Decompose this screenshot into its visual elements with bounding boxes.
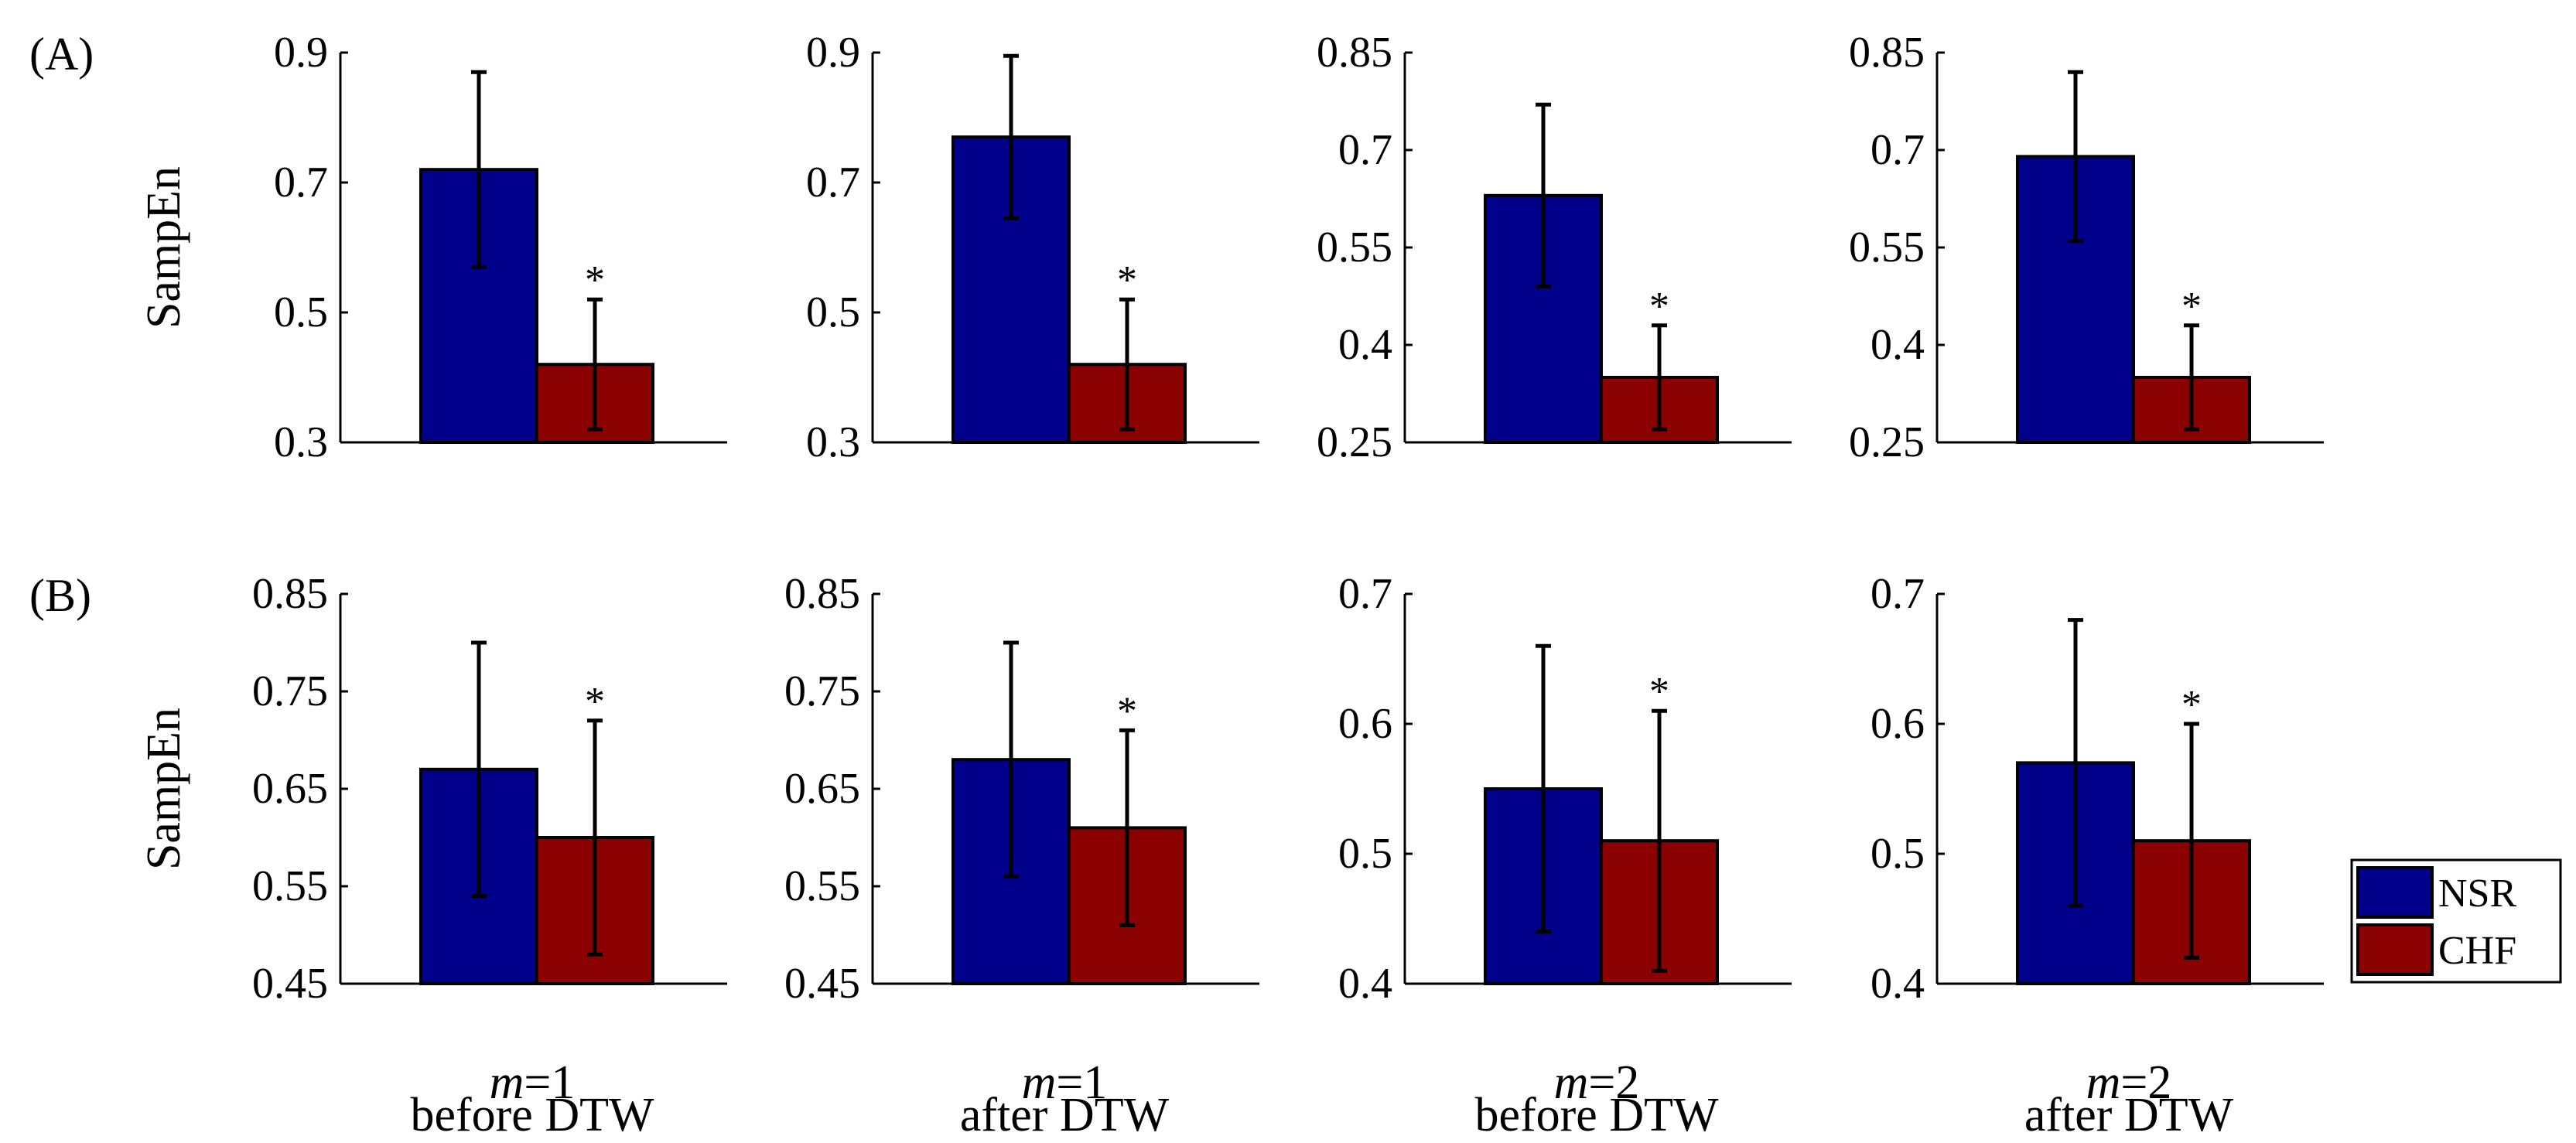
ytick-label-rb-c1-2: 0.65 xyxy=(784,765,860,813)
ytick-label-rb-c3-2: 0.6 xyxy=(1871,700,1925,748)
xlabel-col1-line2: after DTW xyxy=(960,1089,1170,1139)
significance-star-ra-c0: * xyxy=(585,258,605,302)
ytick-label-ra-c2-3: 0.7 xyxy=(1338,126,1392,174)
ytick-label-ra-c0-3: 0.9 xyxy=(274,29,328,77)
ytick-label-rb-c1-0: 0.45 xyxy=(784,960,860,1008)
ytick-label-ra-c0-0: 0.3 xyxy=(274,418,328,466)
ytick-label-rb-c1-3: 0.75 xyxy=(784,667,860,715)
xlabel-col3-line1: m=2 xyxy=(2086,1056,2172,1109)
panel-label-a: (A) xyxy=(29,29,94,80)
ytick-label-ra-c3-0: 0.25 xyxy=(1849,418,1925,466)
ytick-label-ra-c2-4: 0.85 xyxy=(1317,29,1392,77)
ylabel-rb-c0: SampEn xyxy=(138,708,190,870)
ytick-label-rb-c1-1: 0.55 xyxy=(784,862,860,910)
ylabel-ra-c0: SampEn xyxy=(138,166,190,329)
ytick-label-ra-c3-3: 0.7 xyxy=(1871,126,1925,174)
significance-star-rb-c1: * xyxy=(1117,689,1137,733)
ytick-label-rb-c3-3: 0.7 xyxy=(1871,570,1925,618)
significance-star-ra-c3: * xyxy=(2181,285,2202,329)
ytick-label-rb-c0-0: 0.45 xyxy=(252,960,328,1008)
ytick-label-ra-c0-2: 0.7 xyxy=(274,159,328,206)
significance-star-ra-c2: * xyxy=(1649,285,1669,329)
panel-label-b: (B) xyxy=(29,570,91,621)
ytick-label-rb-c0-4: 0.85 xyxy=(252,570,328,618)
ytick-label-rb-c2-2: 0.6 xyxy=(1338,700,1392,748)
ytick-label-rb-c2-3: 0.7 xyxy=(1338,570,1392,618)
ytick-label-ra-c3-4: 0.85 xyxy=(1849,29,1925,77)
significance-star-rb-c3: * xyxy=(2181,683,2202,727)
legend-swatch-chf xyxy=(2356,923,2434,976)
ytick-label-ra-c1-3: 0.9 xyxy=(806,29,860,77)
ytick-label-ra-c2-0: 0.25 xyxy=(1317,418,1392,466)
ytick-label-rb-c1-4: 0.85 xyxy=(784,570,860,618)
ytick-label-rb-c0-2: 0.65 xyxy=(252,765,328,813)
ytick-label-rb-c0-3: 0.75 xyxy=(252,667,328,715)
legend-label-nsr: NSR xyxy=(2438,872,2516,916)
subplot-rb-c2: 0.4 0.5 0.6 0.7 * xyxy=(1338,570,1792,1008)
ytick-label-ra-c2-2: 0.55 xyxy=(1317,223,1392,271)
subplot-ra-c3: 0.25 0.4 0.55 0.7 0.85 * xyxy=(1849,29,2324,466)
subplot-rb-c1: 0.45 0.55 0.65 0.75 0.85 * xyxy=(784,570,1259,1008)
ytick-label-rb-c2-0: 0.4 xyxy=(1338,960,1392,1008)
ytick-label-rb-c0-1: 0.55 xyxy=(252,862,328,910)
subplot-ra-c1: 0.3 0.5 0.7 0.9 * xyxy=(806,29,1259,466)
ytick-label-ra-c1-0: 0.3 xyxy=(806,418,860,466)
xlabel-col3-line2: after DTW xyxy=(2024,1089,2234,1139)
xlabel-col1-line1: m=1 xyxy=(1022,1056,1108,1109)
x-labels: m=1 before DTW m=1 after DTW m=2 before … xyxy=(411,1056,2234,1141)
subplot-ra-c2: 0.25 0.4 0.55 0.7 0.85 * xyxy=(1317,29,1792,466)
subplot-ra-c0: 0.3 0.5 0.7 0.9 SampEn * xyxy=(138,29,727,466)
ytick-label-ra-c1-2: 0.7 xyxy=(806,159,860,206)
ytick-label-rb-c2-1: 0.5 xyxy=(1338,830,1392,878)
xlabel-col2-line1: m=2 xyxy=(1554,1056,1640,1109)
ytick-label-ra-c0-1: 0.5 xyxy=(274,288,328,336)
ytick-label-rb-c3-0: 0.4 xyxy=(1871,960,1925,1008)
ytick-label-rb-c3-1: 0.5 xyxy=(1871,830,1925,878)
significance-star-rb-c0: * xyxy=(585,680,605,724)
subplot-rb-c0: 0.45 0.55 0.65 0.75 0.85 SampEn * xyxy=(138,570,727,1008)
legend: NSR CHF xyxy=(2350,858,2562,984)
significance-star-rb-c2: * xyxy=(1649,670,1669,714)
xlabel-col0-line1: m=1 xyxy=(490,1056,576,1109)
ytick-label-ra-c1-1: 0.5 xyxy=(806,288,860,336)
ytick-label-ra-c2-1: 0.4 xyxy=(1338,321,1392,369)
subplot-rb-c3: 0.4 0.5 0.6 0.7 * xyxy=(1871,570,2324,1008)
legend-label-chf: CHF xyxy=(2438,929,2516,973)
ytick-label-ra-c3-2: 0.55 xyxy=(1849,223,1925,271)
xlabel-col0-line2: before DTW xyxy=(411,1089,654,1139)
significance-star-ra-c1: * xyxy=(1117,258,1137,302)
legend-swatch-nsr xyxy=(2356,866,2434,919)
xlabel-col2-line2: before DTW xyxy=(1475,1089,1719,1139)
ytick-label-ra-c3-1: 0.4 xyxy=(1871,321,1925,369)
